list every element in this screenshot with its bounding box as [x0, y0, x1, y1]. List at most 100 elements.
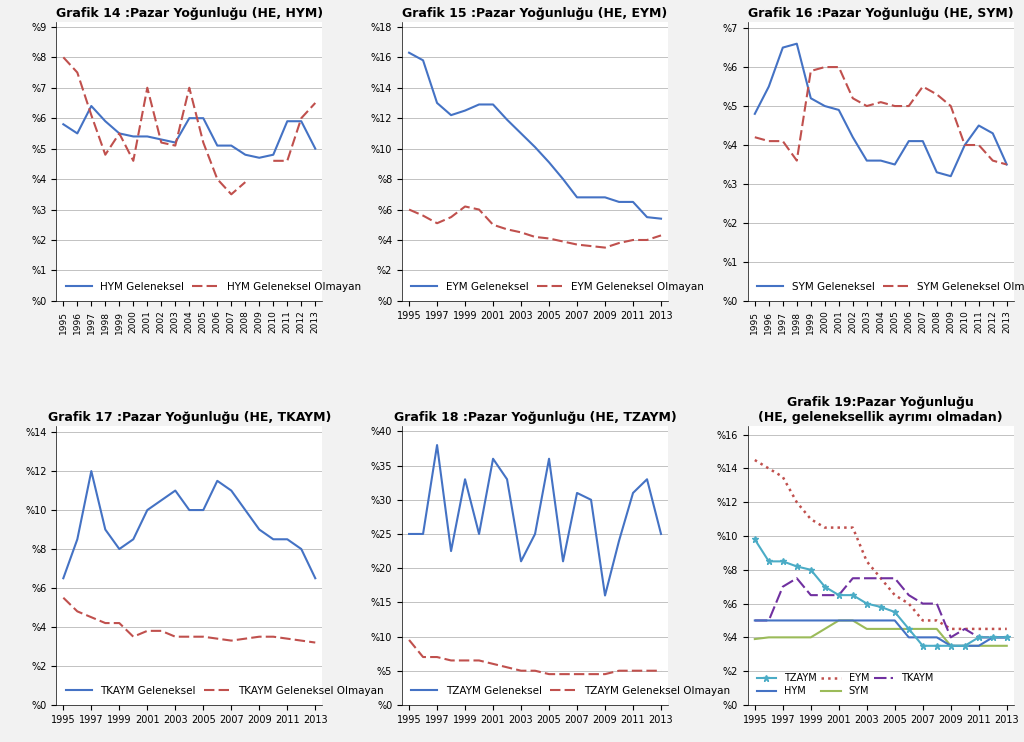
TZAYM Geleneksel Olmayan: [557, 670, 569, 679]
SYM: [902, 625, 914, 634]
EYM Geleneksel: [473, 100, 485, 109]
TKAYM: [902, 591, 914, 600]
TKAYM Geleneksel: [141, 505, 154, 514]
EYM Geleneksel Olmayan: [473, 205, 485, 214]
EYM Geleneksel: [613, 197, 626, 206]
HYM: [931, 633, 943, 642]
TZAYM Geleneksel Olmayan: [431, 652, 443, 661]
SYM: [805, 633, 817, 642]
TKAYM Geleneksel Olmayan: [156, 626, 168, 635]
HYM Geleneksel Olmayan: [309, 99, 322, 108]
SYM Geleneksel: [833, 105, 845, 114]
TZAYM: [833, 591, 845, 600]
TZAYM: [958, 641, 971, 650]
SYM Geleneksel: [847, 133, 859, 142]
HYM Geleneksel Olmayan: [211, 174, 223, 183]
EYM Geleneksel: [402, 48, 415, 57]
HYM Geleneksel: [253, 154, 265, 162]
SYM Geleneksel Olmayan: [776, 137, 788, 145]
TKAYM Geleneksel: [211, 476, 223, 485]
TZAYM Geleneksel Olmayan: [528, 666, 541, 675]
HYM Geleneksel Olmayan: [72, 68, 84, 77]
HYM: [833, 616, 845, 625]
HYM: [916, 633, 929, 642]
TKAYM Geleneksel Olmayan: [225, 636, 238, 645]
SYM Geleneksel: [818, 102, 830, 111]
SYM Geleneksel Olmayan: [958, 140, 971, 149]
Legend: HYM Geleneksel, HYM Geleneksel Olmayan: HYM Geleneksel, HYM Geleneksel Olmayan: [61, 278, 366, 295]
SYM Geleneksel Olmayan: [902, 102, 914, 111]
TKAYM: [973, 633, 985, 642]
TKAYM Geleneksel Olmayan: [72, 607, 84, 616]
EYM Geleneksel Olmayan: [402, 205, 415, 214]
HYM Geleneksel Olmayan: [169, 141, 181, 150]
TZAYM Geleneksel: [515, 556, 527, 565]
SYM: [944, 641, 956, 650]
EYM: [902, 599, 914, 608]
TKAYM: [763, 616, 775, 625]
EYM: [847, 523, 859, 532]
EYM Geleneksel Olmayan: [641, 235, 653, 244]
Line: EYM Geleneksel: EYM Geleneksel: [409, 53, 662, 219]
TZAYM: [973, 633, 985, 642]
EYM: [776, 473, 788, 482]
Line: SYM Geleneksel Olmayan: SYM Geleneksel Olmayan: [755, 67, 1007, 165]
SYM Geleneksel: [805, 93, 817, 102]
TZAYM: [916, 641, 929, 650]
TZAYM Geleneksel Olmayan: [459, 656, 471, 665]
SYM: [931, 625, 943, 634]
EYM Geleneksel Olmayan: [459, 202, 471, 211]
SYM Geleneksel Olmayan: [749, 133, 761, 142]
TKAYM Geleneksel Olmayan: [240, 634, 252, 643]
TKAYM Geleneksel: [85, 467, 97, 476]
TZAYM Geleneksel: [431, 441, 443, 450]
TKAYM Geleneksel: [295, 545, 307, 554]
HYM: [944, 641, 956, 650]
TKAYM: [749, 616, 761, 625]
HYM Geleneksel: [114, 129, 126, 138]
TZAYM: [763, 557, 775, 566]
EYM Geleneksel Olmayan: [613, 239, 626, 248]
EYM: [833, 523, 845, 532]
SYM Geleneksel Olmayan: [889, 102, 901, 111]
SYM Geleneksel Olmayan: [1000, 160, 1013, 169]
SYM Geleneksel Olmayan: [833, 62, 845, 71]
TZAYM: [749, 535, 761, 544]
SYM Geleneksel Olmayan: [986, 156, 998, 165]
TZAYM: [791, 562, 803, 571]
SYM Geleneksel Olmayan: [791, 156, 803, 165]
Title: Grafik 19:Pazar Yoğunluğu
(HE, geleneksellik ayrımı olmadan): Grafik 19:Pazar Yoğunluğu (HE, gelenekse…: [759, 395, 1004, 424]
EYM: [1000, 625, 1013, 634]
SYM Geleneksel Olmayan: [763, 137, 775, 145]
TKAYM: [776, 582, 788, 591]
TZAYM Geleneksel: [501, 475, 513, 484]
HYM Geleneksel Olmayan: [267, 157, 280, 165]
HYM Geleneksel: [198, 114, 210, 122]
SYM: [958, 641, 971, 650]
SYM Geleneksel Olmayan: [818, 62, 830, 71]
HYM Geleneksel: [309, 144, 322, 153]
TZAYM: [1000, 633, 1013, 642]
TZAYM Geleneksel: [473, 530, 485, 539]
TKAYM: [818, 591, 830, 600]
TZAYM Geleneksel: [543, 454, 555, 463]
TKAYM Geleneksel: [225, 486, 238, 495]
HYM Geleneksel: [72, 129, 84, 138]
SYM Geleneksel: [916, 137, 929, 145]
TZAYM Geleneksel: [599, 591, 611, 600]
TKAYM Geleneksel Olmayan: [295, 636, 307, 645]
TZAYM Geleneksel Olmayan: [515, 666, 527, 675]
EYM: [818, 523, 830, 532]
TZAYM: [874, 603, 887, 611]
HYM Geleneksel Olmayan: [225, 190, 238, 199]
HYM Geleneksel Olmayan: [282, 157, 294, 165]
SYM: [749, 634, 761, 643]
TKAYM: [860, 574, 872, 582]
SYM Geleneksel: [749, 109, 761, 118]
SYM Geleneksel: [986, 129, 998, 138]
HYM Geleneksel Olmayan: [57, 53, 70, 62]
HYM: [889, 616, 901, 625]
HYM Geleneksel Olmayan: [114, 129, 126, 138]
SYM: [860, 625, 872, 634]
EYM Geleneksel Olmayan: [571, 240, 584, 249]
